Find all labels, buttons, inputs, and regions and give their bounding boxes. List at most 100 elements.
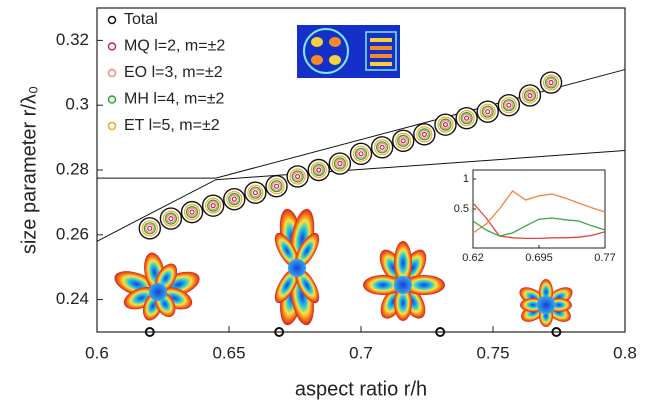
marker [376,141,389,154]
inset-line [472,217,606,237]
marker [270,180,283,193]
marker [293,171,303,182]
y-axis-label: size parameter r/λ₀ [18,86,40,254]
marker [397,134,410,147]
marker [229,194,239,204]
marker [314,165,324,175]
marker [335,158,345,169]
pattern-lobe [403,275,445,295]
inset-x-tick-label: 0.77 [594,252,615,264]
marker [187,207,197,217]
field-lobe [329,37,341,47]
legend-label: Total [124,11,158,28]
field-image [297,25,400,78]
marker [228,193,241,206]
field-circle [303,28,349,74]
marker [548,79,554,86]
y-tick-label: 0.32 [56,30,89,49]
pattern-core [288,259,306,277]
pattern-core [537,296,555,314]
axis-marker [435,327,446,337]
field-band [370,62,392,66]
marker [542,74,560,91]
marker [460,112,473,125]
marker [421,131,427,137]
marker [354,147,368,160]
marker [145,223,155,233]
pattern-core [394,276,412,294]
inset-line [472,190,606,234]
axis-marker [551,327,562,337]
axis-marker [274,327,285,337]
marker [440,120,451,130]
marker [164,212,178,225]
legend-marker [107,15,117,25]
y-tick-label: 0.3 [65,95,89,114]
inset-y-tick-label: 1 [463,173,469,185]
marker [205,197,222,214]
marker [268,178,285,195]
marker [506,102,512,108]
marker [481,105,494,118]
marker [479,103,496,120]
x-tick-label: 0.8 [613,343,637,362]
pattern-lobe [274,267,300,304]
inset-x-tick-label: 0.62 [462,252,483,264]
x-tick-label: 0.75 [476,343,509,362]
y-tick-label: 0.26 [56,224,89,243]
marker [250,188,260,198]
field-rect [365,31,397,71]
pattern-lobe [274,232,300,269]
legend: Total MQ l=2, m=±2 EO l=3, m=±2 MH l=4, m=±… [100,10,270,138]
marker [316,167,322,173]
field-band [370,46,392,50]
marker [352,145,370,162]
marker [527,92,533,99]
marker [546,77,556,88]
marker [377,142,387,152]
x-tick-label: 0.7 [349,343,373,362]
legend-label: MQ l=2, m=±2 [124,38,225,55]
marker [247,184,264,201]
legend-background [100,10,270,138]
marker [207,199,220,212]
marker [166,214,176,224]
pattern-lobe [394,285,412,321]
marker [504,100,514,110]
marker [416,126,433,143]
marker [374,139,391,156]
marker [271,181,282,191]
field-lobe [311,37,323,47]
marker [141,220,158,237]
marker [337,160,343,167]
marker [462,113,472,123]
marker [437,116,454,133]
marker [183,204,201,221]
pattern-lobe [363,275,403,295]
marker [226,191,243,208]
marker [500,97,517,114]
marker [143,222,156,235]
marker [210,203,216,209]
pattern-core [149,283,167,301]
legend-label: ET l=5, m=±2 [124,117,220,134]
marker [442,122,449,128]
marker [252,190,258,196]
marker [356,149,366,159]
marker [439,118,452,131]
pattern-lobe [294,232,320,269]
legend-marker [107,95,117,104]
marker [310,161,327,179]
legend-label: MH l=4, m=±2 [124,91,224,108]
marker [358,151,364,157]
field-band [370,38,392,42]
inset-y-tick-label: 0.5 [454,203,469,215]
radiation-patterns [114,208,573,327]
marker [312,163,325,177]
marker [333,157,346,170]
marker [249,186,262,199]
field-lobe [311,55,323,65]
marker [168,216,174,222]
marker [398,136,408,146]
